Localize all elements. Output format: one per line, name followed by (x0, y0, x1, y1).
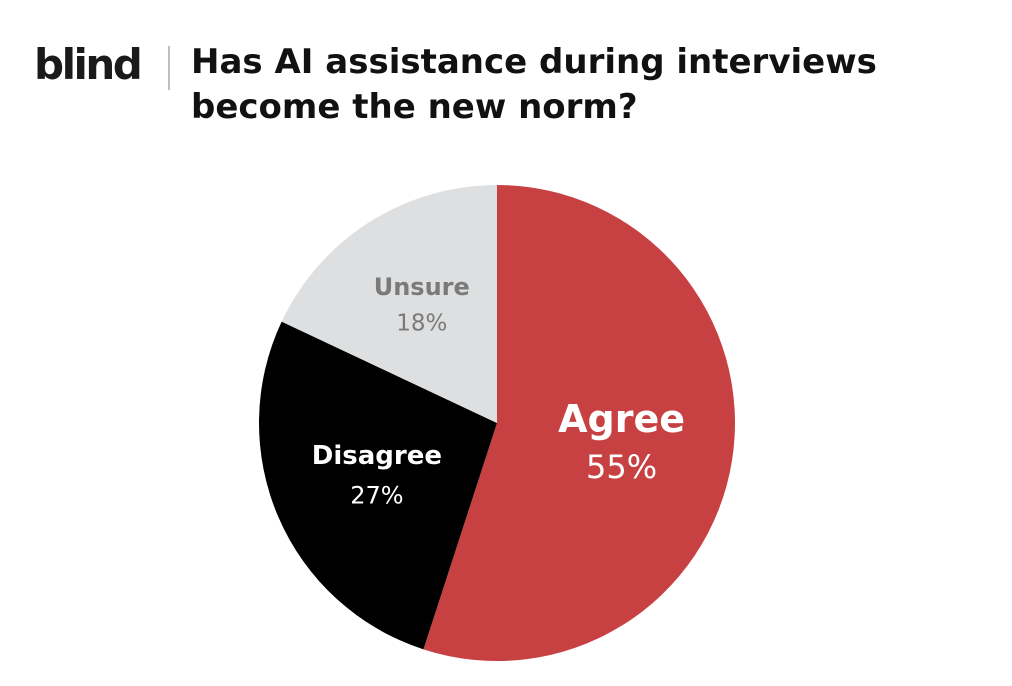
slice-value-disagree: 27% (350, 481, 403, 509)
header: blind Has AI assistance during interview… (0, 0, 1012, 150)
header-divider (168, 46, 170, 90)
chart-title: Has AI assistance during interviews beco… (191, 40, 1001, 130)
slice-label-disagree: Disagree (312, 441, 442, 471)
pie-slice-unsure (281, 184, 497, 423)
slice-value-agree: 55% (586, 448, 657, 486)
slice-value-unsure: 18% (396, 310, 447, 336)
pie-slice-agree (423, 185, 735, 661)
chart-title-line-1: Has AI assistance during interviews (191, 42, 877, 82)
chart-title-line-2: become the new norm? (191, 87, 638, 127)
slice-label-unsure: Unsure (374, 273, 470, 301)
slice-label-agree: Agree (558, 397, 685, 441)
blind-logo: blind (34, 40, 143, 89)
pie-slice-disagree (258, 321, 497, 650)
